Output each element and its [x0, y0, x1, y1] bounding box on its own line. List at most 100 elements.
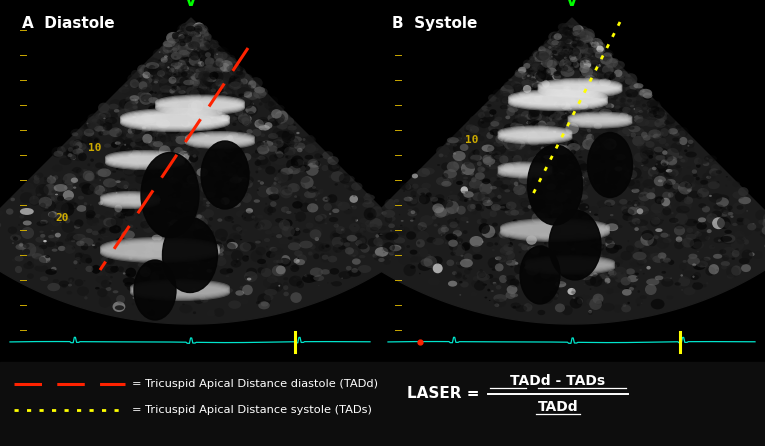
Ellipse shape — [213, 44, 218, 48]
Ellipse shape — [200, 190, 203, 192]
Ellipse shape — [478, 272, 486, 278]
Ellipse shape — [122, 120, 128, 124]
Ellipse shape — [469, 179, 483, 189]
Ellipse shape — [208, 38, 211, 41]
Ellipse shape — [194, 228, 205, 239]
Ellipse shape — [162, 95, 167, 98]
Ellipse shape — [370, 227, 379, 231]
Ellipse shape — [179, 147, 190, 155]
Ellipse shape — [199, 40, 202, 42]
Ellipse shape — [273, 260, 279, 263]
Ellipse shape — [198, 76, 209, 87]
Ellipse shape — [189, 51, 200, 61]
Ellipse shape — [546, 43, 555, 49]
Ellipse shape — [553, 201, 562, 207]
Ellipse shape — [604, 71, 616, 80]
Ellipse shape — [193, 219, 201, 227]
Ellipse shape — [198, 32, 200, 34]
Ellipse shape — [492, 197, 501, 202]
Ellipse shape — [500, 222, 610, 240]
Ellipse shape — [654, 148, 668, 156]
Ellipse shape — [318, 285, 320, 286]
Ellipse shape — [669, 218, 679, 223]
Ellipse shape — [158, 288, 168, 297]
Ellipse shape — [215, 62, 216, 63]
Ellipse shape — [738, 197, 751, 204]
Ellipse shape — [569, 34, 575, 41]
Ellipse shape — [235, 69, 236, 70]
Ellipse shape — [203, 230, 214, 235]
Ellipse shape — [50, 194, 59, 202]
Ellipse shape — [564, 59, 565, 60]
Ellipse shape — [237, 68, 242, 72]
Ellipse shape — [595, 43, 603, 49]
Ellipse shape — [564, 53, 568, 55]
Ellipse shape — [558, 66, 568, 71]
Ellipse shape — [286, 159, 298, 171]
Ellipse shape — [203, 70, 213, 77]
Ellipse shape — [208, 150, 216, 157]
Ellipse shape — [464, 136, 468, 140]
Ellipse shape — [135, 195, 142, 201]
Ellipse shape — [155, 91, 157, 94]
Ellipse shape — [140, 221, 151, 229]
Ellipse shape — [230, 75, 234, 78]
Ellipse shape — [259, 124, 267, 128]
Ellipse shape — [532, 95, 536, 97]
Ellipse shape — [466, 179, 472, 185]
Ellipse shape — [294, 258, 300, 264]
Ellipse shape — [260, 93, 270, 103]
Ellipse shape — [520, 87, 533, 94]
Ellipse shape — [296, 165, 306, 172]
Ellipse shape — [500, 202, 506, 208]
Ellipse shape — [542, 92, 545, 95]
Ellipse shape — [173, 73, 177, 75]
Ellipse shape — [187, 27, 193, 29]
Ellipse shape — [174, 147, 183, 154]
Ellipse shape — [490, 278, 500, 285]
Ellipse shape — [187, 163, 191, 165]
Ellipse shape — [524, 160, 535, 166]
Ellipse shape — [99, 113, 109, 120]
Ellipse shape — [490, 153, 503, 166]
Ellipse shape — [91, 223, 103, 231]
Ellipse shape — [597, 96, 608, 103]
Ellipse shape — [324, 203, 332, 211]
Bar — [390, 14, 495, 36]
Ellipse shape — [109, 181, 122, 190]
Ellipse shape — [685, 141, 695, 148]
Ellipse shape — [98, 103, 109, 113]
Bar — [0, 362, 765, 446]
Ellipse shape — [483, 141, 493, 148]
Ellipse shape — [272, 139, 284, 148]
Ellipse shape — [182, 50, 194, 56]
Ellipse shape — [621, 206, 627, 212]
Ellipse shape — [96, 276, 109, 284]
Ellipse shape — [158, 137, 171, 150]
Ellipse shape — [648, 97, 650, 98]
Ellipse shape — [540, 83, 545, 87]
Ellipse shape — [160, 135, 171, 142]
Ellipse shape — [346, 273, 350, 277]
Ellipse shape — [227, 162, 239, 169]
Ellipse shape — [595, 107, 597, 109]
Ellipse shape — [571, 171, 579, 179]
Ellipse shape — [503, 81, 517, 90]
Ellipse shape — [631, 108, 640, 113]
Ellipse shape — [148, 213, 157, 219]
Ellipse shape — [195, 46, 202, 50]
Ellipse shape — [679, 137, 688, 145]
Ellipse shape — [295, 270, 304, 279]
Ellipse shape — [601, 112, 614, 122]
Ellipse shape — [269, 154, 278, 161]
Ellipse shape — [125, 282, 133, 287]
Ellipse shape — [417, 241, 420, 244]
Ellipse shape — [608, 270, 617, 277]
Ellipse shape — [548, 137, 551, 140]
Ellipse shape — [152, 92, 155, 93]
Ellipse shape — [500, 85, 514, 96]
Ellipse shape — [472, 150, 476, 154]
Ellipse shape — [291, 292, 301, 303]
Ellipse shape — [599, 109, 612, 116]
Ellipse shape — [708, 264, 719, 274]
